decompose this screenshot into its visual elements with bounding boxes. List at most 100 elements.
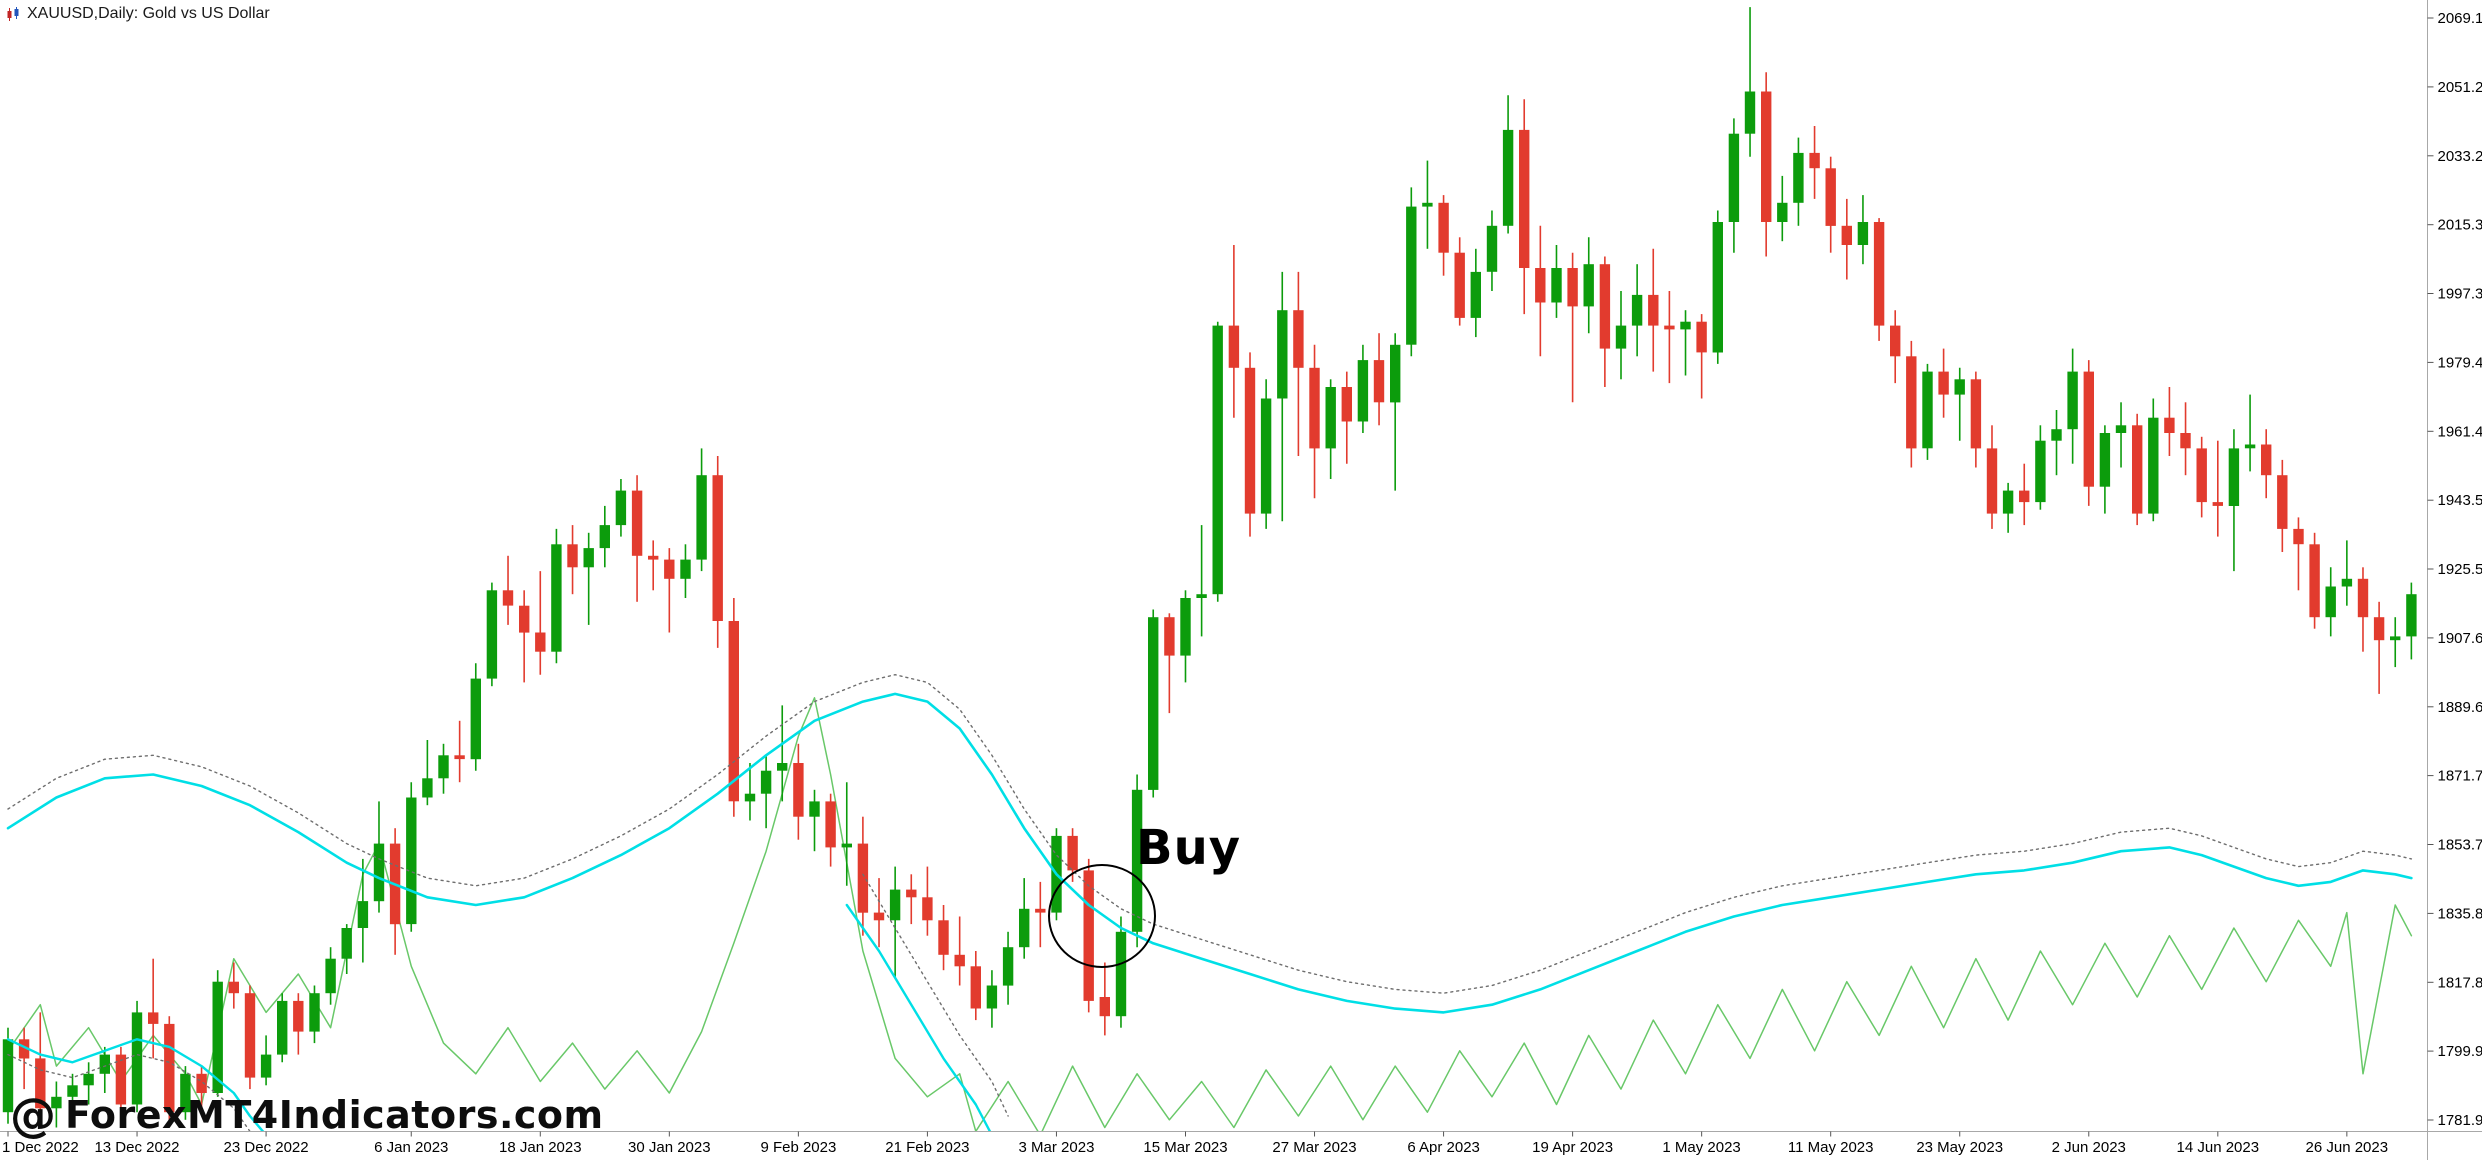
dotted-lower-band-mid <box>862 873 1009 1117</box>
bear-candle <box>1696 321 1707 353</box>
bull-candle <box>1390 344 1401 403</box>
time-axis[interactable]: 1 Dec 2022 13 Dec 2022 23 Dec 2022 6 Jan 20… <box>2 1131 2389 1157</box>
chart-title-text: XAUUSD,Daily: Gold vs US Dollar <box>27 5 270 22</box>
bull-candle <box>1325 387 1336 449</box>
date-tick-label: 6 Jan 2023 <box>374 1139 448 1156</box>
price-tick-label: 2069.15 <box>2438 10 2482 27</box>
time-axis-background <box>0 1132 2482 1160</box>
bear-candle <box>631 490 643 556</box>
bull-candle <box>1712 222 1723 353</box>
cyan-lower-band-left <box>6 1038 268 1137</box>
bull-candle <box>760 770 772 794</box>
bull-candle <box>51 1096 62 1109</box>
bear-candle <box>1099 997 1110 1017</box>
price-tick-label: 1943.50 <box>2438 492 2482 509</box>
price-tick-label: 1817.85 <box>2438 974 2482 991</box>
bull-candle <box>1357 360 1369 422</box>
bull-candle <box>777 763 788 771</box>
date-tick-label: 1 Dec 2022 <box>2 1139 79 1156</box>
bull-candle <box>309 993 320 1032</box>
bear-candle <box>825 801 836 848</box>
bull-candle <box>1502 129 1514 226</box>
bull-candle <box>277 1000 288 1055</box>
bull-candle <box>2228 448 2240 506</box>
bear-candle <box>35 1058 46 1109</box>
bull-candle <box>1277 310 1288 399</box>
bull-candle <box>422 778 433 798</box>
date-tick-label: 23 Dec 2022 <box>224 1139 309 1156</box>
bull-candle <box>1793 152 1804 203</box>
bull-candle <box>67 1085 78 1097</box>
price-tick-label: 1925.55 <box>2438 561 2482 578</box>
bear-candle <box>519 605 530 633</box>
bear-candle <box>873 912 885 921</box>
bull-candle <box>680 559 691 579</box>
bull-candle <box>1196 594 1207 598</box>
price-tick-label: 1979.40 <box>2438 354 2482 371</box>
bull-candle <box>599 525 610 549</box>
price-tick-label: 2051.20 <box>2438 79 2482 96</box>
bull-candle <box>1180 598 1191 656</box>
bull-candle <box>583 548 594 568</box>
bull-candle <box>2406 594 2417 637</box>
date-tick-label: 1 May 2023 <box>1662 1139 1740 1156</box>
bear-candle <box>793 763 804 817</box>
bear-candle <box>2357 578 2369 618</box>
bull-candle <box>406 797 417 925</box>
bear-candle <box>938 920 949 955</box>
bear-candle <box>1841 225 1852 245</box>
bear-candle <box>1067 835 1078 871</box>
bear-candle <box>906 889 917 898</box>
bull-candle <box>212 981 223 1093</box>
bear-candle <box>244 993 256 1078</box>
chart-title: XAUUSD,Daily: Gold vs US Dollar <box>6 5 270 23</box>
bull-candle <box>325 958 336 994</box>
bull-candle <box>551 544 562 652</box>
plot-area[interactable] <box>2 7 2417 1137</box>
bear-candle <box>1454 252 1465 318</box>
date-tick-label: 21 Feb 2023 <box>885 1139 969 1156</box>
bear-candle <box>18 1039 30 1059</box>
bear-candle <box>1809 152 1820 169</box>
date-tick-label: 27 Mar 2023 <box>1272 1139 1356 1156</box>
bull-candle <box>1422 202 1433 207</box>
bear-candle <box>664 559 675 579</box>
bull-candle <box>99 1054 110 1074</box>
chart-window-icon <box>7 6 19 21</box>
bear-candle <box>2196 448 2207 503</box>
bull-candle <box>2 1039 14 1113</box>
bear-candle <box>648 555 659 560</box>
bull-candle <box>986 985 998 1009</box>
price-axis[interactable]: 2069.15 2051.20 2033.25 2015.30 1997.35 1979.… <box>2427 10 2482 1129</box>
bear-candle <box>1164 617 1175 656</box>
date-tick-label: 23 May 2023 <box>1916 1139 2003 1156</box>
bull-candle <box>696 475 707 560</box>
candles-layer <box>2 7 2417 1128</box>
bull-candle <box>260 1054 272 1078</box>
bull-candle <box>83 1073 94 1086</box>
bull-candle <box>1922 371 1933 449</box>
bull-candle <box>470 678 481 760</box>
bear-candle <box>857 843 869 913</box>
price-tick-label: 1835.80 <box>2438 905 2482 922</box>
bear-candle <box>1664 325 1675 330</box>
date-tick-label: 26 Jun 2023 <box>2306 1139 2389 1156</box>
dotted-lower-band-left <box>7 1053 251 1133</box>
bull-candle <box>1212 325 1223 595</box>
bear-candle <box>1599 264 1611 349</box>
bull-candle <box>373 843 385 902</box>
dotted-band-upper <box>7 674 2413 994</box>
bull-candle <box>2067 371 2078 430</box>
bull-candle <box>1019 908 1030 948</box>
bull-candle <box>486 590 498 679</box>
bear-candle <box>1906 356 1917 449</box>
watermark-at-icon: @ <box>10 1088 56 1142</box>
bull-candle <box>1728 133 1740 222</box>
date-tick-label: 13 Dec 2022 <box>94 1139 179 1156</box>
bull-candle <box>131 1012 143 1105</box>
price-tick-label: 1961.45 <box>2438 423 2482 440</box>
cyan-lower-band-mid <box>845 903 994 1137</box>
bull-candle <box>1115 931 1127 1017</box>
